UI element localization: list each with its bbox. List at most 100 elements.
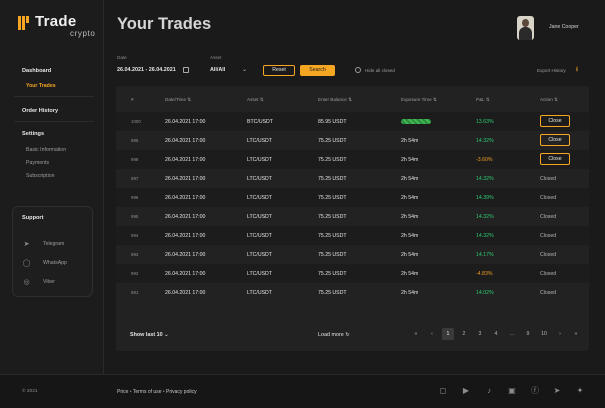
cell-date: 26.04.2021 17:00 xyxy=(165,137,206,144)
table-row[interactable]: 994 26.04.2021 17:00 LTC/USDT 75.25 USDT 2h … xyxy=(116,226,589,245)
cell-date: 26.04.2021 17:00 xyxy=(165,270,206,277)
table-row[interactable]: 996 26.04.2021 17:00 LTC/USDT 75.25 USDT 2h … xyxy=(116,188,589,207)
privacy-link[interactable]: Privacy policy xyxy=(166,389,197,395)
date-range-input[interactable]: 26.04.2021 - 26.04.2021 xyxy=(117,67,176,73)
date-filter-label: Date xyxy=(117,55,127,60)
page-button[interactable]: 2 xyxy=(462,331,466,337)
cell-id: 991 xyxy=(131,290,139,295)
asset-select[interactable]: All/All xyxy=(210,67,226,73)
load-more-button[interactable]: Load more ↻ xyxy=(318,332,350,338)
col-exposure[interactable]: Exposure Time ⇅ xyxy=(401,97,437,102)
support-whatsapp[interactable]: ◯ WhatsApp xyxy=(22,258,67,268)
chevron-down-icon[interactable]: ⌄ xyxy=(242,67,248,73)
cell-asset: LTC/USDT xyxy=(247,175,272,182)
footer: © 2021 Price • Terms of use • Privacy po… xyxy=(0,374,605,408)
cell-id: 997 xyxy=(131,176,139,181)
tiktok-icon[interactable]: ♪ xyxy=(487,386,491,395)
telegram-icon: ➤ xyxy=(23,240,30,248)
chevron-down-icon: ⌄ xyxy=(164,332,169,338)
cell-date: 26.04.2021 17:00 xyxy=(165,251,206,258)
support-telegram[interactable]: ➤ Telegram xyxy=(22,239,65,249)
divider xyxy=(14,96,94,97)
col-action[interactable]: Action ⇅ xyxy=(540,97,558,102)
nav-your-trades[interactable]: Your Trades xyxy=(26,83,56,89)
trades-table: # Date/Time ⇅ Asset ⇅ Enter Balance ⇅ Ex… xyxy=(116,86,589,351)
download-icon[interactable]: ⭳ xyxy=(575,66,579,73)
col-pnl[interactable]: P&L ⇅ xyxy=(476,97,490,102)
page-button[interactable]: 10 xyxy=(541,331,547,337)
first-page-icon[interactable]: « xyxy=(414,331,418,337)
nav-subscription[interactable]: Subscription xyxy=(26,173,55,179)
page-button[interactable]: 9 xyxy=(526,331,530,337)
price-link[interactable]: Price xyxy=(117,389,129,395)
page-button[interactable]: 4 xyxy=(494,331,498,337)
page-button[interactable]: 3 xyxy=(478,331,482,337)
close-trade-button[interactable]: Close xyxy=(540,134,570,146)
prev-page-icon[interactable]: ‹ xyxy=(431,331,433,337)
cell-exposure: 2h 54m xyxy=(401,270,419,277)
cell-id: 996 xyxy=(131,195,139,200)
viber-icon: ◎ xyxy=(23,278,30,286)
close-trade-button[interactable]: Close xyxy=(540,115,570,127)
col-date[interactable]: Date/Time ⇅ xyxy=(165,97,192,102)
col-date-label: Date/Time xyxy=(165,97,187,102)
calendar-icon[interactable] xyxy=(183,67,189,73)
page-button[interactable]: 1 xyxy=(442,328,454,340)
avatar[interactable] xyxy=(517,16,534,40)
col-id: # xyxy=(131,97,134,102)
col-pnl-label: P&L xyxy=(476,97,485,102)
facebook-icon[interactable]: ⓕ xyxy=(531,386,539,395)
cell-pnl: -4.83% xyxy=(476,270,493,277)
footer-links: Price • Terms of use • Privacy policy xyxy=(117,389,197,395)
terms-link[interactable]: Terms of use xyxy=(132,389,162,395)
nav-dashboard[interactable]: Dashboard xyxy=(22,68,52,74)
col-action-label: Action xyxy=(540,97,553,102)
search-button[interactable]: Search xyxy=(300,65,335,76)
hide-closed-label[interactable]: Hide all closed xyxy=(365,68,395,73)
next-page-icon[interactable]: › xyxy=(559,331,561,337)
cell-id: 993 xyxy=(131,252,139,257)
table-row[interactable]: 996 26.04.2021 17:00 LTC/USDT 75.25 USDT 2h … xyxy=(116,131,589,150)
divider xyxy=(14,121,94,122)
cell-id: 1000 xyxy=(131,119,141,124)
table-row[interactable]: 993 26.04.2021 17:00 LTC/USDT 75.25 USDT 2h … xyxy=(116,245,589,264)
table-row[interactable]: 1000 26.04.2021 17:00 BTC/USDT 85.95 USDT 13… xyxy=(116,112,589,131)
cell-status: Closed xyxy=(540,213,557,220)
nav-payments[interactable]: Payments xyxy=(26,160,50,166)
table-row[interactable]: 997 26.04.2021 17:00 LTC/USDT 75.25 USDT 2h … xyxy=(116,169,589,188)
table-row[interactable]: 998 26.04.2021 17:00 LTC/USDT 75.25 USDT 2h … xyxy=(116,150,589,169)
twitter-icon[interactable]: ✦ xyxy=(576,386,584,395)
support-viber[interactable]: ◎ Viber xyxy=(22,277,55,287)
logo-mark xyxy=(18,16,29,30)
cell-asset: LTC/USDT xyxy=(247,137,272,144)
refresh-icon: ↻ xyxy=(345,332,350,338)
nav-order-history[interactable]: Order History xyxy=(22,108,59,114)
col-asset[interactable]: Asset ⇅ xyxy=(247,97,264,102)
last-page-icon[interactable]: » xyxy=(574,331,578,337)
cell-asset: LTC/USDT xyxy=(247,213,272,220)
user-name[interactable]: Jane Cooper xyxy=(549,24,579,30)
table-row[interactable]: 995 26.04.2021 17:00 LTC/USDT 75.25 USDT 2h … xyxy=(116,207,589,226)
cell-date: 26.04.2021 17:00 xyxy=(165,156,206,163)
col-balance[interactable]: Enter Balance ⇅ xyxy=(318,97,352,102)
reset-button[interactable]: Reset xyxy=(263,65,295,76)
copyright: © 2021 xyxy=(22,389,38,394)
linkedin-icon[interactable]: ▣ xyxy=(508,386,516,395)
show-last-select[interactable]: Show last 10 ⌄ xyxy=(130,332,169,338)
table-row[interactable]: 991 26.04.2021 17:00 LTC/USDT 75.25 USDT 2h … xyxy=(116,283,589,302)
hide-closed-checkbox[interactable] xyxy=(355,67,361,73)
cell-pnl: 14.32% xyxy=(476,137,494,144)
cell-pnl: 14.17% xyxy=(476,251,494,258)
nav-settings[interactable]: Settings xyxy=(22,131,45,137)
close-trade-button[interactable]: Close xyxy=(540,153,570,165)
table-row[interactable]: 992 26.04.2021 17:00 LTC/USDT 75.25 USDT 2h … xyxy=(116,264,589,283)
nav-basic-information[interactable]: Basic Information xyxy=(26,147,67,153)
cell-date: 26.04.2021 17:00 xyxy=(165,232,206,239)
cell-pnl: 14.32% xyxy=(476,175,494,182)
youtube-icon[interactable]: ▶ xyxy=(462,386,470,395)
logo[interactable]: Trade crypto xyxy=(18,13,98,38)
instagram-icon[interactable]: ◻ xyxy=(439,386,447,395)
export-history-link[interactable]: Export History xyxy=(537,68,566,73)
telegram-icon[interactable]: ➤ xyxy=(553,386,561,395)
support-viber-label: Viber xyxy=(43,279,56,285)
